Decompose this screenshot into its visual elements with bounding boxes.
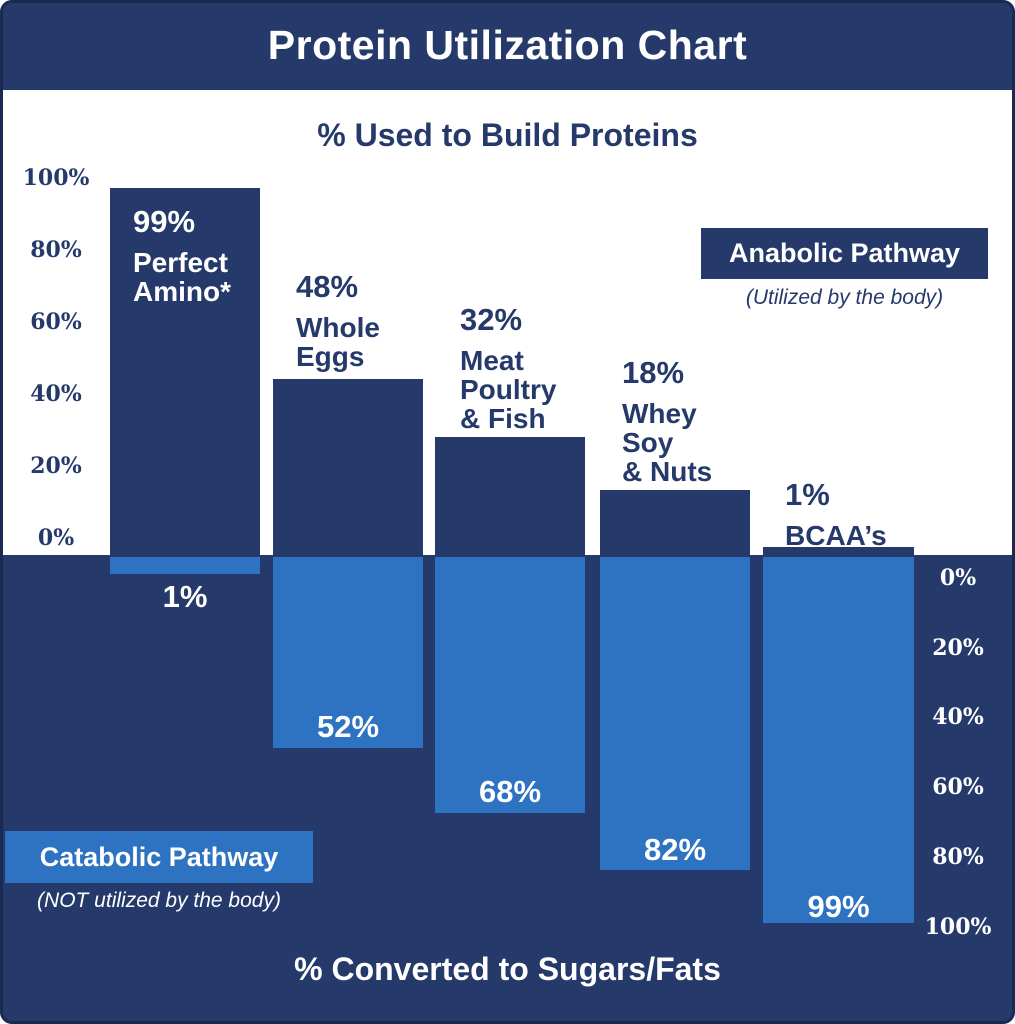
- left-axis-tick-80: 80%: [30, 237, 82, 263]
- page-title: Protein Utilization Chart: [267, 21, 748, 68]
- catabolic-bar-bcaas: [763, 557, 914, 923]
- left-axis-tick-0: 0%: [37, 525, 75, 551]
- left-axis-tick-40: 40%: [30, 381, 82, 407]
- catabolic-value-perfect-amino: 1%: [162, 579, 208, 614]
- catabolic-value-bcaas: 99%: [807, 889, 870, 924]
- catabolic-bar-meat-poultry-fish: [435, 557, 585, 813]
- anabolic-pathway-legend: Anabolic Pathway: [701, 228, 988, 279]
- catabolic-value-whey-soy-nuts: 82%: [643, 832, 707, 867]
- anabolic-value: 32%: [460, 302, 523, 337]
- catabolic-value-whole-eggs: 52%: [316, 709, 380, 744]
- anabolic-bar-whey-soy-nuts: [600, 490, 750, 556]
- right-axis-tick-20: 20%: [932, 635, 984, 661]
- right-axis-tick-100: 100%: [924, 914, 992, 940]
- anabolic-axis-title: % Used to Build Proteins: [317, 117, 698, 153]
- anabolic-bar-meat-poultry-fish: [435, 437, 585, 556]
- right-axis-tick-80: 80%: [932, 844, 984, 870]
- category-line: Eggs: [296, 341, 365, 372]
- anabolic-pathway-caption: (Utilized by the body): [745, 286, 944, 309]
- anabolic-value: 99%: [133, 204, 196, 239]
- bar-label-whole-eggs: 48% Whole Eggs: [296, 271, 380, 371]
- right-axis-tick-40: 40%: [932, 704, 984, 730]
- catabolic-pathway-label: Catabolic Pathway: [39, 841, 279, 872]
- left-axis-tick-60: 60%: [30, 309, 82, 335]
- category-line: Meat: [460, 345, 524, 376]
- chart-title-banner: Protein Utilization Chart: [0, 0, 1015, 90]
- category-line: Amino*: [133, 276, 231, 307]
- right-axis-tick-0: 0%: [939, 565, 977, 591]
- anabolic-pathway-label: Anabolic Pathway: [728, 238, 961, 268]
- anabolic-bar-perfect-amino: [110, 188, 260, 556]
- catabolic-axis-title: % Converted to Sugars/Fats: [294, 951, 721, 987]
- category-line: Soy: [622, 427, 674, 458]
- category-line: Poultry: [460, 374, 557, 405]
- bar-label-bcaas: 1% BCAA’s: [785, 479, 887, 550]
- category-line: BCAA’s: [785, 520, 887, 551]
- category-line: & Fish: [460, 403, 546, 434]
- anabolic-bar-bcaas: [763, 547, 914, 556]
- left-axis-tick-20: 20%: [30, 453, 82, 479]
- bar-label-whey-soy-nuts: 18% Whey Soy & Nuts: [622, 357, 712, 486]
- catabolic-pathway-legend: Catabolic Pathway: [5, 831, 313, 883]
- catabolic-value-meat-poultry-fish: 68%: [478, 774, 542, 809]
- category-line: Whey: [622, 398, 697, 429]
- anabolic-value: 18%: [622, 355, 685, 390]
- right-axis-tick-60: 60%: [932, 774, 984, 800]
- bar-label-perfect-amino: 99% Perfect Amino*: [133, 206, 231, 306]
- anabolic-value: 1%: [785, 477, 830, 512]
- catabolic-bar-perfect-amino: [110, 557, 260, 574]
- catabolic-bar-whole-eggs: [273, 557, 423, 748]
- category-line: Perfect: [133, 247, 228, 278]
- anabolic-value: 48%: [296, 269, 359, 304]
- category-line: & Nuts: [622, 456, 713, 487]
- category-line: Whole: [296, 312, 380, 343]
- catabolic-pathway-caption: (NOT utilized by the body): [37, 889, 281, 912]
- left-axis-tick-100: 100%: [22, 165, 90, 191]
- catabolic-bar-whey-soy-nuts: [600, 557, 750, 870]
- anabolic-bar-whole-eggs: [273, 379, 423, 556]
- bar-label-meat-poultry-fish: 32% Meat Poultry & Fish: [460, 304, 556, 433]
